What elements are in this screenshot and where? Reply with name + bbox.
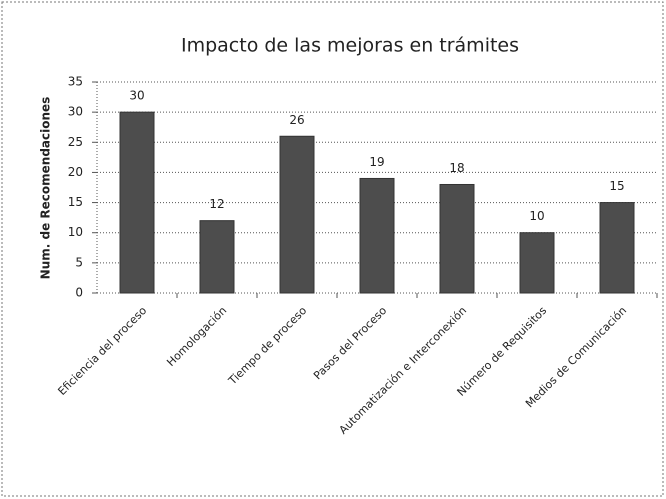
y-tick-label: 15 xyxy=(68,195,83,209)
bar xyxy=(519,232,555,294)
y-tick-label: 10 xyxy=(68,225,83,239)
data-label: 15 xyxy=(609,179,624,193)
y-tick-label: 25 xyxy=(68,135,83,149)
y-axis-label: Num. de Recomendaciones xyxy=(39,97,53,280)
y-tick-label: 30 xyxy=(68,105,83,119)
y-tick-label: 35 xyxy=(68,75,83,89)
data-label: 19 xyxy=(369,155,384,169)
y-tick-label: 20 xyxy=(68,165,83,179)
bar xyxy=(439,183,475,294)
bar xyxy=(599,202,635,294)
bar xyxy=(359,177,395,294)
bar xyxy=(119,111,155,294)
data-label: 12 xyxy=(209,197,224,211)
data-label: 26 xyxy=(289,113,304,127)
bar xyxy=(279,135,315,294)
chart-title: Impacto de las mejoras en trámites xyxy=(181,35,519,57)
data-label: 30 xyxy=(129,89,144,103)
data-label: 10 xyxy=(529,209,544,223)
y-tick-label: 5 xyxy=(75,255,83,269)
y-tick-label: 0 xyxy=(75,286,83,300)
data-label: 18 xyxy=(449,161,464,175)
bar xyxy=(199,220,235,294)
